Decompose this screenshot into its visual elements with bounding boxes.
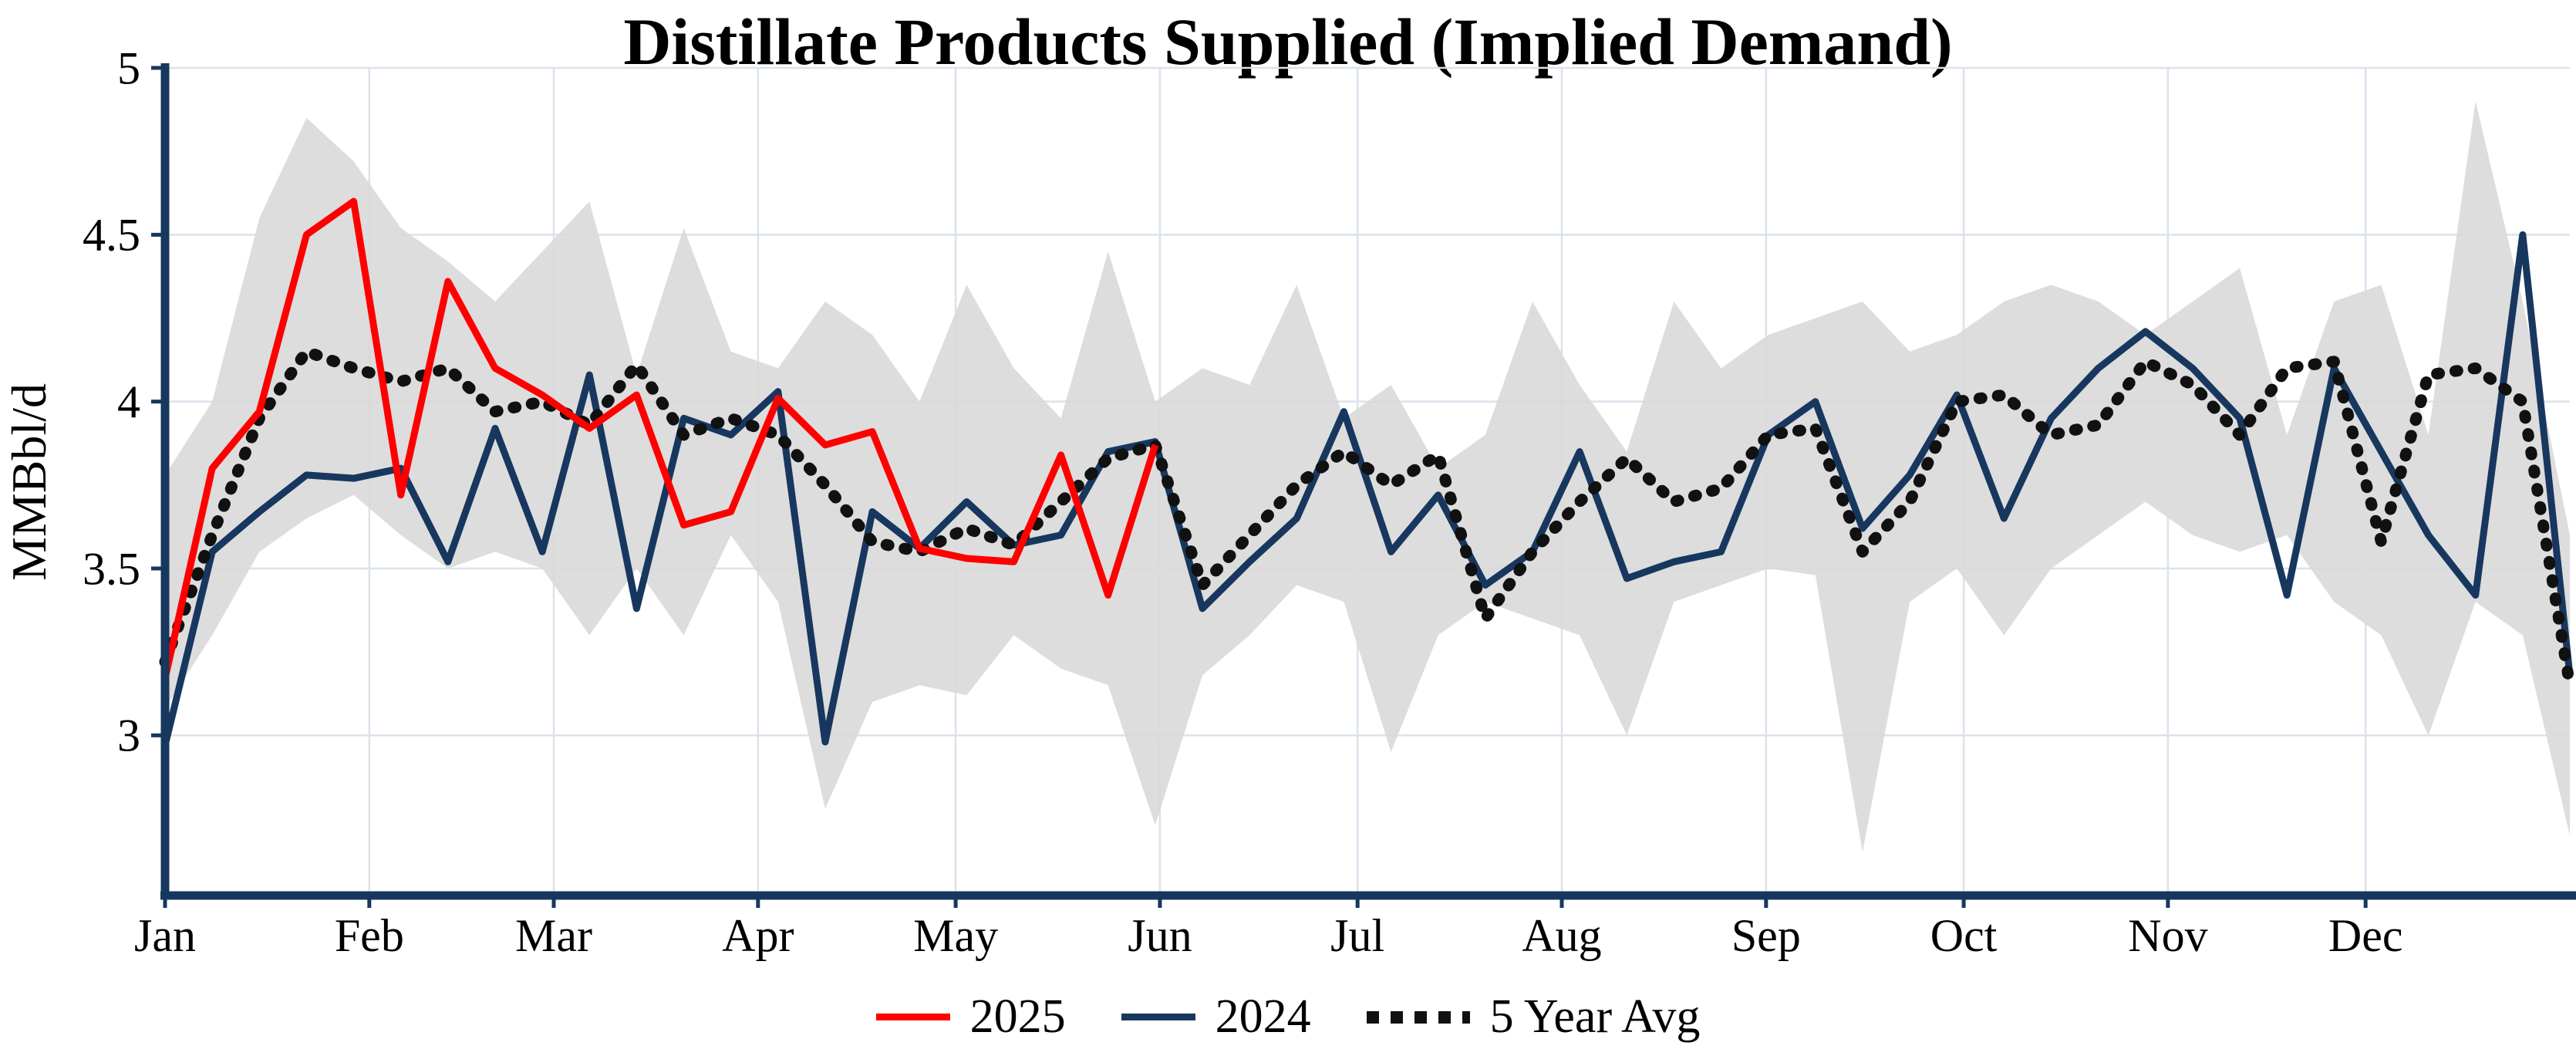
y-tick-label: 5 [117, 42, 140, 93]
legend-item-2025: 2025 [875, 990, 1066, 1044]
x-tick-label: Aug [1522, 910, 1601, 961]
x-tick-label: Jul [1330, 910, 1384, 961]
series-line-2024 [161, 231, 2574, 747]
x-tick-label: Mar [515, 910, 592, 961]
y-tick-label: 3 [117, 710, 140, 761]
x-tick-label: Feb [335, 910, 404, 961]
legend-label-5-year-avg: 5 Year Avg [1489, 990, 1701, 1043]
x-tick-label: Dec [2328, 910, 2403, 961]
y-tick-label: 3.5 [83, 543, 140, 594]
legend-item-5-year-avg: 5 Year Avg [1366, 990, 1701, 1044]
x-tick-label: Jun [1128, 910, 1192, 961]
legend-swatch-2025 [875, 1014, 950, 1020]
x-tick-label: Nov [2128, 910, 2207, 961]
legend-swatch-5-year-avg [1366, 1010, 1470, 1024]
y-tick-label: 4 [117, 376, 140, 427]
legend: 2025 2024 5 Year Avg [0, 990, 2576, 1044]
x-tick-label: May [913, 910, 998, 961]
x-tick-label: Sep [1731, 910, 1801, 961]
legend-label-2025: 2025 [969, 990, 1066, 1043]
series-line-2025 [161, 197, 1159, 680]
x-tick-label: Oct [1930, 910, 1998, 961]
x-tick-label: Jan [134, 910, 196, 961]
legend-swatch-2024 [1121, 1014, 1195, 1020]
legend-label-2024: 2024 [1215, 990, 1311, 1043]
chart-canvas: 3 3.5 4 4.5 5 Jan Feb Mar Apr May Jun Jul Aug Sep Oct N… [83, 42, 2576, 961]
chart-title: Distillate Products Supplied (Implied De… [623, 5, 1953, 79]
x-tick-label: Apr [722, 910, 794, 961]
legend-item-2024: 2024 [1121, 990, 1311, 1044]
y-tick-label: 4.5 [83, 210, 140, 261]
